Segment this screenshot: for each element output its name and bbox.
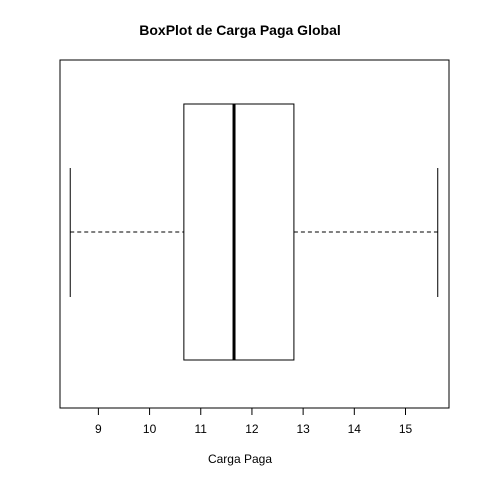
x-tick-label: 12: [245, 422, 259, 436]
x-tick-label: 13: [296, 422, 310, 436]
x-tick-label: 10: [143, 422, 157, 436]
x-tick-label: 15: [399, 422, 413, 436]
x-tick-label: 14: [348, 422, 362, 436]
x-axis-label: Carga Paga: [0, 452, 480, 466]
x-tick-label: 11: [195, 422, 208, 436]
iqr-box: [184, 104, 294, 360]
x-axis: 9 10 11 12 13 14 15: [95, 408, 412, 436]
box-group: [70, 104, 438, 360]
x-tick-label: 9: [95, 422, 102, 436]
